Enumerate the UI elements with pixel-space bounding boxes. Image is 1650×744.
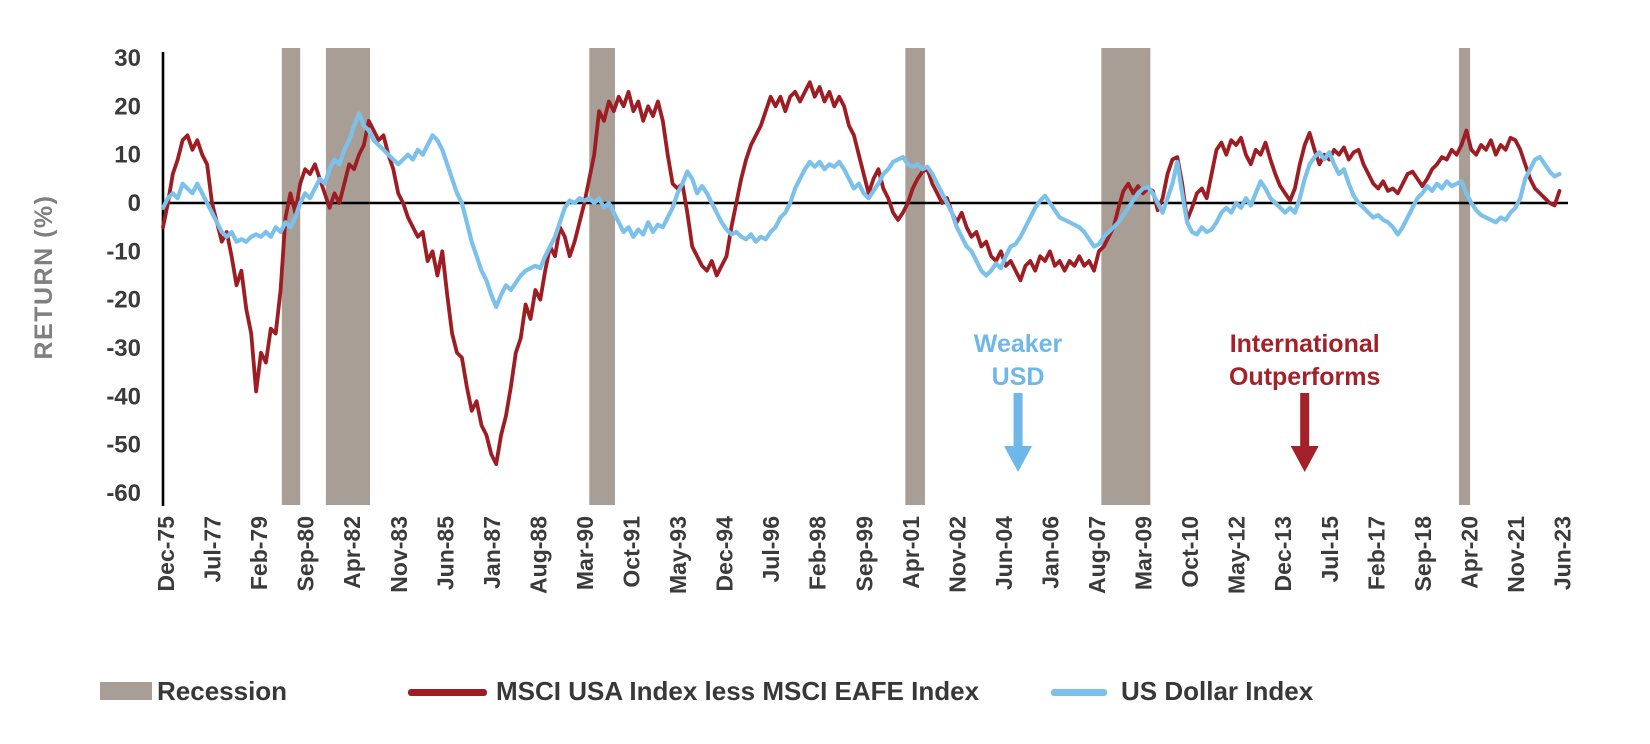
- international-outperforms-annotation: Outperforms: [1229, 363, 1380, 391]
- x-tick-label: Dec-94: [712, 516, 738, 592]
- x-tick-label: May-12: [1224, 516, 1250, 594]
- x-tick-label: Apr-82: [339, 516, 365, 589]
- x-tick-label: Dec-75: [153, 516, 179, 592]
- us-dollar-index-line: [160, 111, 1562, 309]
- y-tick-label: 10: [114, 142, 141, 169]
- weaker-usd-arrow-icon: [1004, 446, 1033, 472]
- x-tick-label: Jun-85: [432, 516, 458, 590]
- international-outperforms-arrow-icon: [1290, 446, 1319, 472]
- y-tick-label: -60: [106, 480, 141, 507]
- x-tick-label: Feb-17: [1363, 516, 1389, 590]
- x-tick-label: Jul-77: [200, 516, 226, 582]
- recession-band: [1101, 48, 1151, 505]
- x-tick-label: Aug-07: [1084, 516, 1110, 594]
- x-tick-label: Sep-18: [1410, 516, 1436, 592]
- weaker-usd-annotation: USD: [992, 363, 1045, 391]
- x-tick-label: Sep-99: [851, 516, 877, 591]
- x-tick-label: Oct-10: [1177, 516, 1203, 588]
- y-axis-title: RETURN (%): [30, 195, 58, 360]
- x-tick-label: Nov-83: [386, 516, 412, 593]
- y-tick-label: -40: [106, 383, 141, 410]
- x-tick-label: Apr-01: [898, 516, 924, 589]
- recession-band: [905, 48, 925, 505]
- recession-band: [589, 48, 616, 505]
- x-tick-label: Jan-87: [479, 516, 505, 589]
- weaker-usd-annotation: Weaker: [974, 330, 1063, 358]
- x-tick-label: Mar-90: [572, 516, 598, 590]
- x-tick-label: Apr-20: [1456, 516, 1482, 589]
- x-tick-label: Jul-96: [758, 516, 784, 582]
- x-tick-label: Jun-04: [991, 516, 1017, 590]
- x-tick-label: Sep-80: [293, 516, 319, 591]
- y-tick-label: 30: [114, 45, 141, 72]
- y-tick-label: -10: [106, 238, 141, 265]
- x-tick-label: Jan-06: [1038, 516, 1064, 589]
- x-tick-label: May-93: [665, 516, 691, 594]
- y-tick-label: 20: [114, 93, 141, 120]
- recession-band: [325, 48, 371, 505]
- weaker-usd-arrow-shaft: [1013, 393, 1023, 448]
- x-tick-label: Jul-15: [1317, 516, 1343, 583]
- international-outperforms-annotation: International: [1230, 330, 1380, 358]
- recession-band: [1459, 48, 1471, 505]
- y-tick-label: -20: [106, 287, 141, 314]
- x-tick-label: Dec-13: [1270, 516, 1296, 591]
- international-outperforms-arrow-shaft: [1300, 393, 1310, 448]
- x-tick-label: Oct-91: [619, 516, 645, 588]
- x-tick-label: Nov-21: [1503, 516, 1529, 593]
- x-tick-label: Nov-02: [944, 516, 970, 593]
- recession-band: [281, 48, 301, 505]
- x-tick-label: Aug-88: [525, 516, 551, 594]
- y-tick-label: -30: [106, 335, 141, 362]
- y-tick-label: 0: [128, 190, 141, 217]
- x-tick-label: Jun-23: [1550, 516, 1576, 590]
- y-tick-label: -50: [106, 432, 141, 459]
- x-tick-label: Mar-09: [1131, 516, 1157, 590]
- x-tick-label: Feb-98: [805, 516, 831, 590]
- x-tick-label: Feb-79: [246, 516, 272, 590]
